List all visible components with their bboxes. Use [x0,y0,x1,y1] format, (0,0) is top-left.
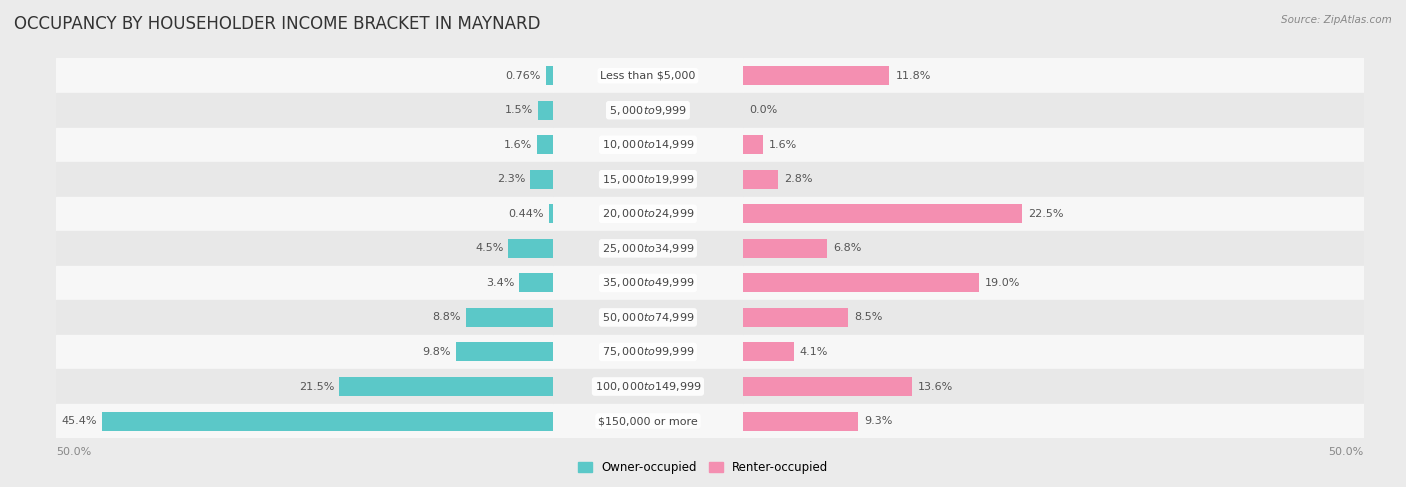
Bar [742,335,1364,369]
Text: 9.8%: 9.8% [422,347,451,357]
Bar [742,205,1022,224]
Bar [537,135,553,154]
Text: 2.8%: 2.8% [783,174,813,184]
Bar [742,239,827,258]
Text: $100,000 to $149,999: $100,000 to $149,999 [595,380,702,393]
Text: 19.0%: 19.0% [986,278,1021,288]
Bar [553,128,742,162]
Text: $5,000 to $9,999: $5,000 to $9,999 [609,104,688,117]
Bar [56,197,553,231]
Bar [339,377,553,396]
Bar [742,170,778,189]
Bar [56,300,553,335]
Bar [742,162,1364,197]
Bar [103,412,553,431]
Text: 1.6%: 1.6% [769,140,797,150]
Bar [742,58,1364,93]
Text: 0.76%: 0.76% [505,71,540,81]
Bar [742,412,858,431]
Bar [742,231,1364,265]
Bar [56,162,553,197]
Text: 3.4%: 3.4% [486,278,515,288]
Text: $35,000 to $49,999: $35,000 to $49,999 [602,277,695,289]
Text: 1.6%: 1.6% [503,140,533,150]
Bar [56,93,553,128]
Bar [56,128,553,162]
Text: $10,000 to $14,999: $10,000 to $14,999 [602,138,695,151]
Text: 11.8%: 11.8% [896,71,931,81]
Text: 8.8%: 8.8% [432,313,461,322]
Bar [553,197,742,231]
Bar [553,404,742,438]
Text: 2.3%: 2.3% [496,174,526,184]
Text: $25,000 to $34,999: $25,000 to $34,999 [602,242,695,255]
Text: Less than $5,000: Less than $5,000 [600,71,696,81]
Bar [530,170,553,189]
Text: 21.5%: 21.5% [299,381,335,392]
Text: 50.0%: 50.0% [56,447,91,457]
Text: 6.8%: 6.8% [834,244,862,253]
Text: Source: ZipAtlas.com: Source: ZipAtlas.com [1281,15,1392,25]
Text: 4.5%: 4.5% [475,244,503,253]
Text: 8.5%: 8.5% [855,313,883,322]
Text: $75,000 to $99,999: $75,000 to $99,999 [602,345,695,358]
Bar [742,308,848,327]
Bar [56,404,553,438]
Bar [56,265,553,300]
Bar [742,273,979,292]
Bar [56,231,553,265]
Text: 45.4%: 45.4% [62,416,97,426]
Bar [742,66,890,85]
Bar [553,265,742,300]
Bar [553,231,742,265]
Text: $20,000 to $24,999: $20,000 to $24,999 [602,207,695,220]
Text: 13.6%: 13.6% [918,381,953,392]
Bar [742,369,1364,404]
Text: 0.0%: 0.0% [749,105,778,115]
Bar [553,162,742,197]
Bar [56,335,553,369]
Text: 9.3%: 9.3% [865,416,893,426]
Bar [56,369,553,404]
Bar [742,404,1364,438]
Text: 22.5%: 22.5% [1028,209,1064,219]
Bar [742,135,762,154]
Bar [456,342,553,361]
Bar [742,197,1364,231]
Bar [538,101,553,120]
Legend: Owner-occupied, Renter-occupied: Owner-occupied, Renter-occupied [572,456,834,479]
Text: $15,000 to $19,999: $15,000 to $19,999 [602,173,695,186]
Bar [553,300,742,335]
Bar [553,369,742,404]
Bar [509,239,553,258]
Text: $150,000 or more: $150,000 or more [598,416,697,426]
Text: $50,000 to $74,999: $50,000 to $74,999 [602,311,695,324]
Text: 50.0%: 50.0% [1329,447,1364,457]
Text: 4.1%: 4.1% [800,347,828,357]
Bar [742,377,911,396]
Bar [546,66,553,85]
Text: OCCUPANCY BY HOUSEHOLDER INCOME BRACKET IN MAYNARD: OCCUPANCY BY HOUSEHOLDER INCOME BRACKET … [14,15,540,33]
Bar [742,265,1364,300]
Bar [56,58,553,93]
Bar [553,58,742,93]
Bar [519,273,553,292]
Bar [742,128,1364,162]
Bar [548,205,553,224]
Bar [465,308,553,327]
Bar [553,335,742,369]
Bar [553,93,742,128]
Bar [742,93,1364,128]
Text: 1.5%: 1.5% [505,105,533,115]
Bar [742,342,793,361]
Bar [742,300,1364,335]
Text: 0.44%: 0.44% [509,209,544,219]
